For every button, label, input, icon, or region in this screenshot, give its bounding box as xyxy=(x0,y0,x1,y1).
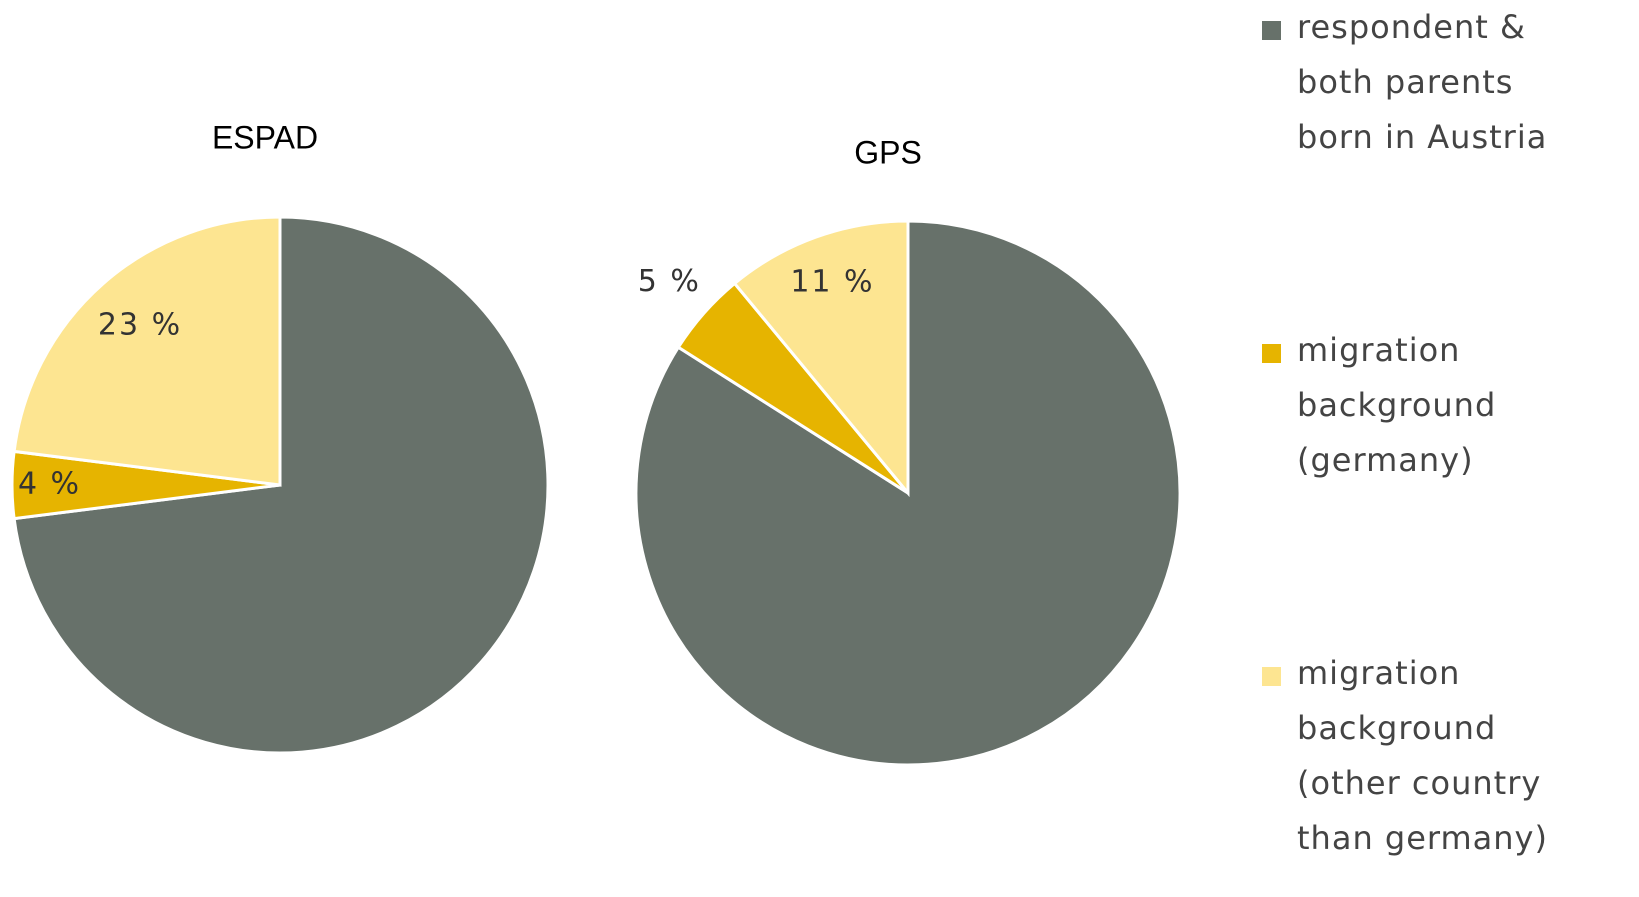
pie-slice xyxy=(732,219,910,498)
legend-swatch xyxy=(1262,344,1281,363)
chart-title: ESPAD xyxy=(212,119,318,155)
legend-label: migration background (germany) xyxy=(1297,331,1497,479)
charts: ESPAD 4 % 23 % GPS 5 % 11 % xyxy=(10,119,1182,767)
chart-title: GPS xyxy=(854,134,922,170)
legend-label: migration background (other country than… xyxy=(1297,654,1548,857)
legend-swatch xyxy=(1262,21,1281,40)
legend-label: respondent & both parents born in Austri… xyxy=(1297,8,1548,156)
value-label: 23 % xyxy=(98,308,182,343)
value-label: 11 % xyxy=(790,265,874,300)
legend-swatch xyxy=(1262,667,1281,686)
pie-slice xyxy=(12,215,282,487)
value-label: 4 % xyxy=(18,467,81,502)
value-label: 5 % xyxy=(638,264,701,299)
